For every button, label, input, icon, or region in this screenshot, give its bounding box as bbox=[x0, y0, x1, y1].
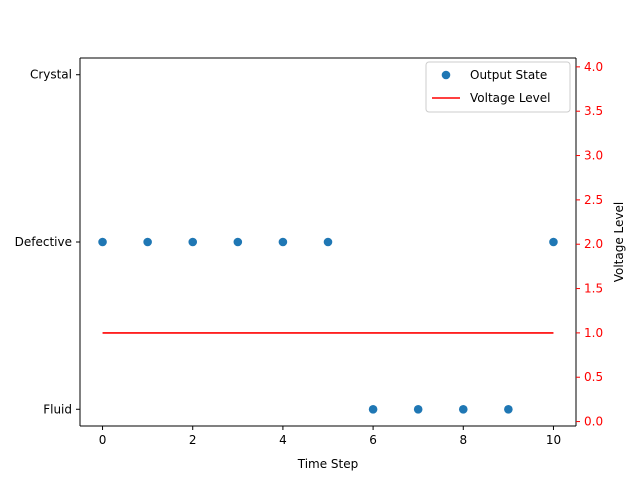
series-layer bbox=[98, 237, 558, 414]
data-point-output-state-4 bbox=[278, 237, 288, 247]
data-point-output-state-3 bbox=[233, 237, 243, 247]
x-tick-label: 2 bbox=[189, 433, 197, 447]
data-point-output-state-2 bbox=[188, 237, 198, 247]
legend-box bbox=[425, 61, 571, 113]
data-point-output-state-0 bbox=[98, 237, 107, 247]
x-tick-label: 10 bbox=[546, 433, 561, 447]
data-point-output-state-10 bbox=[549, 237, 558, 247]
x-tick-label: 0 bbox=[99, 433, 107, 447]
left-y-tick-label: Crystal bbox=[30, 68, 72, 82]
right-y-tick-label: 2.5 bbox=[584, 193, 603, 207]
axes-layer: 0 2 4 6 8 10 Fluid Defective Crystal 0.0 0.5 1.0 1.5… bbox=[15, 60, 603, 447]
data-point-output-state-1 bbox=[143, 237, 152, 247]
legend-marker-output-state bbox=[441, 70, 451, 80]
right-y-tick-label: 3.0 bbox=[584, 149, 603, 163]
data-point-output-state-6 bbox=[368, 404, 378, 414]
right-y-tick-label: 0.5 bbox=[584, 370, 603, 384]
x-axis-label: Time Step bbox=[297, 457, 359, 471]
right-y-tick-label: 1.0 bbox=[584, 326, 603, 340]
data-point-output-state-9 bbox=[504, 404, 513, 414]
right-y-tick-label: 3.5 bbox=[584, 104, 603, 118]
legend-label-voltage-level: Voltage Level bbox=[470, 91, 551, 105]
right-y-tick-label: 2.0 bbox=[584, 237, 603, 251]
data-point-output-state-8 bbox=[458, 404, 468, 414]
x-tick-label: 8 bbox=[459, 433, 467, 447]
right-y-axis-label: Voltage Level bbox=[612, 202, 626, 283]
data-point-output-state-7 bbox=[413, 404, 423, 414]
legend: Output State Voltage Level bbox=[425, 61, 571, 113]
legend-label-output-state: Output State bbox=[470, 68, 547, 82]
right-y-tick-label: 0.0 bbox=[584, 415, 603, 429]
right-y-tick-label: 4.0 bbox=[584, 60, 603, 74]
x-tick-label: 4 bbox=[279, 433, 287, 447]
right-y-tick-label: 1.5 bbox=[584, 282, 603, 296]
x-tick-label: 6 bbox=[369, 433, 377, 447]
left-y-tick-label: Defective bbox=[15, 235, 72, 249]
data-point-output-state-5 bbox=[323, 237, 333, 247]
left-y-tick-label: Fluid bbox=[43, 402, 72, 416]
